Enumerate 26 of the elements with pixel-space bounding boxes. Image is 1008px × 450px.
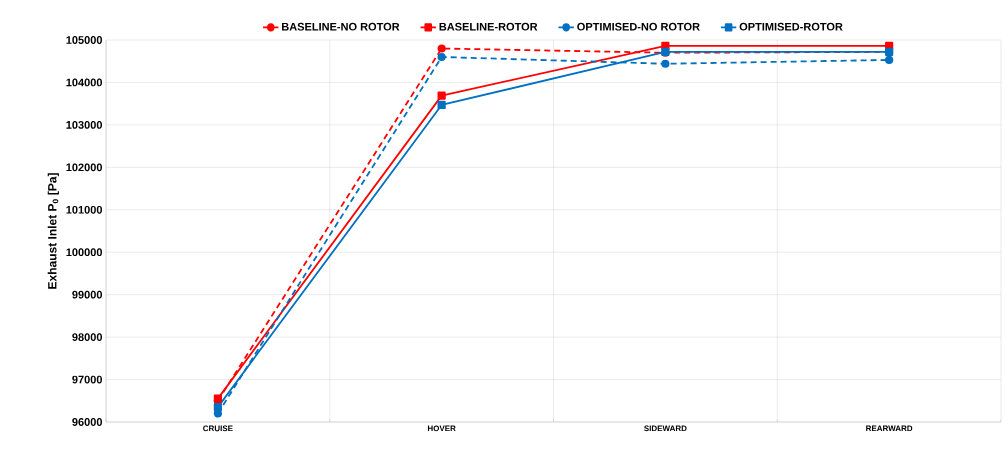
- y-axis-title: Exhaust Inlet P$_{0}$ [Pa]: [47, 173, 59, 289]
- y-tick-label: 97000: [72, 375, 103, 384]
- point: [661, 59, 670, 68]
- x-tick-label: REARWARD: [866, 425, 913, 432]
- y-tick-label: 98000: [72, 333, 103, 342]
- y-tick-label: 104000: [66, 78, 103, 87]
- legend-label: BASELINE-NO ROTOR: [282, 22, 400, 31]
- y-tick-label: 99000: [72, 290, 103, 299]
- y-tick-label: 100000: [66, 248, 103, 257]
- x-tick-label: CRUISE: [203, 425, 233, 432]
- point: [213, 403, 222, 412]
- y-tick-label: 96000: [72, 418, 103, 426]
- legend-label: OPTIMISED-ROTOR: [739, 22, 843, 31]
- point: [437, 100, 446, 110]
- y-tick-label: 101000: [66, 205, 103, 214]
- point: [437, 44, 446, 53]
- y-tick-label: 103000: [66, 121, 103, 129]
- point: [437, 91, 446, 100]
- x-tick-label: HOVER: [427, 425, 456, 432]
- legend-label: BASELINE-ROTOR: [439, 22, 538, 31]
- point: [437, 52, 446, 62]
- point: [885, 55, 894, 65]
- x-tick-label: SIDEWARD: [644, 425, 687, 432]
- y-tick-label: 102000: [66, 163, 103, 172]
- y-tick-label: 105000: [66, 36, 103, 44]
- legend-label: OPTIMISED-NO ROTOR: [577, 22, 700, 31]
